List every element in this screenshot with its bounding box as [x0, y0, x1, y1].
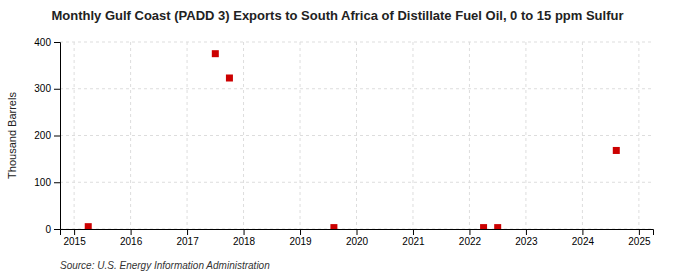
- x-tick-label: 2022: [459, 236, 482, 247]
- y-tick: 300: [34, 83, 60, 94]
- x-grid-line: [243, 42, 244, 229]
- x-tick: 2016: [120, 229, 143, 247]
- x-grid-line: [412, 42, 413, 229]
- y-axis-title: Thousand Barrels: [6, 92, 18, 179]
- x-tick-mark: [526, 229, 527, 235]
- x-tick-label: 2020: [346, 236, 369, 247]
- y-tick: 0: [45, 224, 60, 235]
- y-tick-mark: [54, 89, 60, 90]
- y-tick: 200: [34, 130, 60, 141]
- y-axis-line: [54, 43, 61, 230]
- point: [480, 224, 487, 229]
- points: [85, 50, 620, 229]
- point: [494, 224, 501, 229]
- x-tick: 2025: [628, 229, 651, 247]
- x-tick-mark: [244, 229, 245, 235]
- annotation: Source: U.S. Energy Information Administ…: [60, 260, 270, 271]
- x-tick-mark: [639, 229, 640, 235]
- x-axis: 2015 2016 2017 2018 2019 2020 2021 2022 2023 2024…: [61, 229, 654, 247]
- point: [613, 147, 620, 154]
- point: [330, 224, 337, 229]
- x-tick-label: 2016: [120, 236, 143, 247]
- x-tick: 2017: [176, 229, 199, 247]
- y-tick-label: 400: [34, 37, 51, 48]
- x-tick-label: 2019: [289, 236, 312, 247]
- chart-svg: Monthly Gulf Coast (PADD 3) Exports to S…: [0, 0, 675, 275]
- y-tick-label: 100: [34, 177, 51, 188]
- x-tick-mark: [469, 229, 470, 235]
- x-axis-line: [61, 230, 654, 236]
- x-tick: 2022: [459, 229, 482, 247]
- title: Monthly Gulf Coast (PADD 3) Exports to S…: [51, 8, 623, 23]
- x-tick-label: 2018: [233, 236, 256, 247]
- x-tick: 2015: [63, 229, 86, 247]
- y-grid-line: [60, 182, 653, 183]
- x-tick-label: 2024: [572, 236, 595, 247]
- y-tick-label: 200: [34, 130, 51, 141]
- x-tick-mark: [357, 229, 358, 235]
- x-tick: 2021: [402, 229, 425, 247]
- x-tick-mark: [582, 229, 583, 235]
- y-grid-line: [60, 135, 653, 136]
- plot-area: 2015 2016 2017 2018 2019 2020 2021 2022 2023 2024…: [34, 37, 653, 247]
- x-tick-mark: [300, 229, 301, 235]
- y-tick: 400: [34, 37, 60, 48]
- x-tick-mark: [187, 229, 188, 235]
- y-grid-line: [60, 88, 653, 89]
- x-tick-mark: [74, 229, 75, 235]
- x-tick-label: 2023: [515, 236, 538, 247]
- x-grid-line: [130, 42, 131, 229]
- point: [226, 74, 233, 81]
- y-tick-mark: [54, 42, 60, 43]
- y-tick-label: 300: [34, 83, 51, 94]
- x-tick: 2023: [515, 229, 538, 247]
- point: [85, 223, 92, 229]
- y-axis: 0 100 200 300 400: [34, 37, 60, 235]
- y-tick-label: 0: [45, 224, 51, 235]
- y-tick-mark: [54, 136, 60, 137]
- x-grid-line: [525, 42, 526, 229]
- point: [212, 50, 219, 57]
- x-tick: 2020: [346, 229, 369, 247]
- x-tick-mark: [413, 229, 414, 235]
- x-tick-mark: [131, 229, 132, 235]
- y-tick-mark: [54, 182, 60, 183]
- y-tick: 100: [34, 177, 60, 188]
- x-tick: 2024: [572, 229, 595, 247]
- x-tick-label: 2017: [176, 236, 199, 247]
- x-tick: 2018: [233, 229, 256, 247]
- y-grid-line: [60, 42, 653, 43]
- x-tick-label: 2021: [402, 236, 425, 247]
- x-tick-label: 2015: [63, 236, 86, 247]
- y-tick-mark: [54, 229, 60, 230]
- x-tick-label: 2025: [628, 236, 651, 247]
- x-tick: 2019: [289, 229, 312, 247]
- grid: [60, 42, 653, 229]
